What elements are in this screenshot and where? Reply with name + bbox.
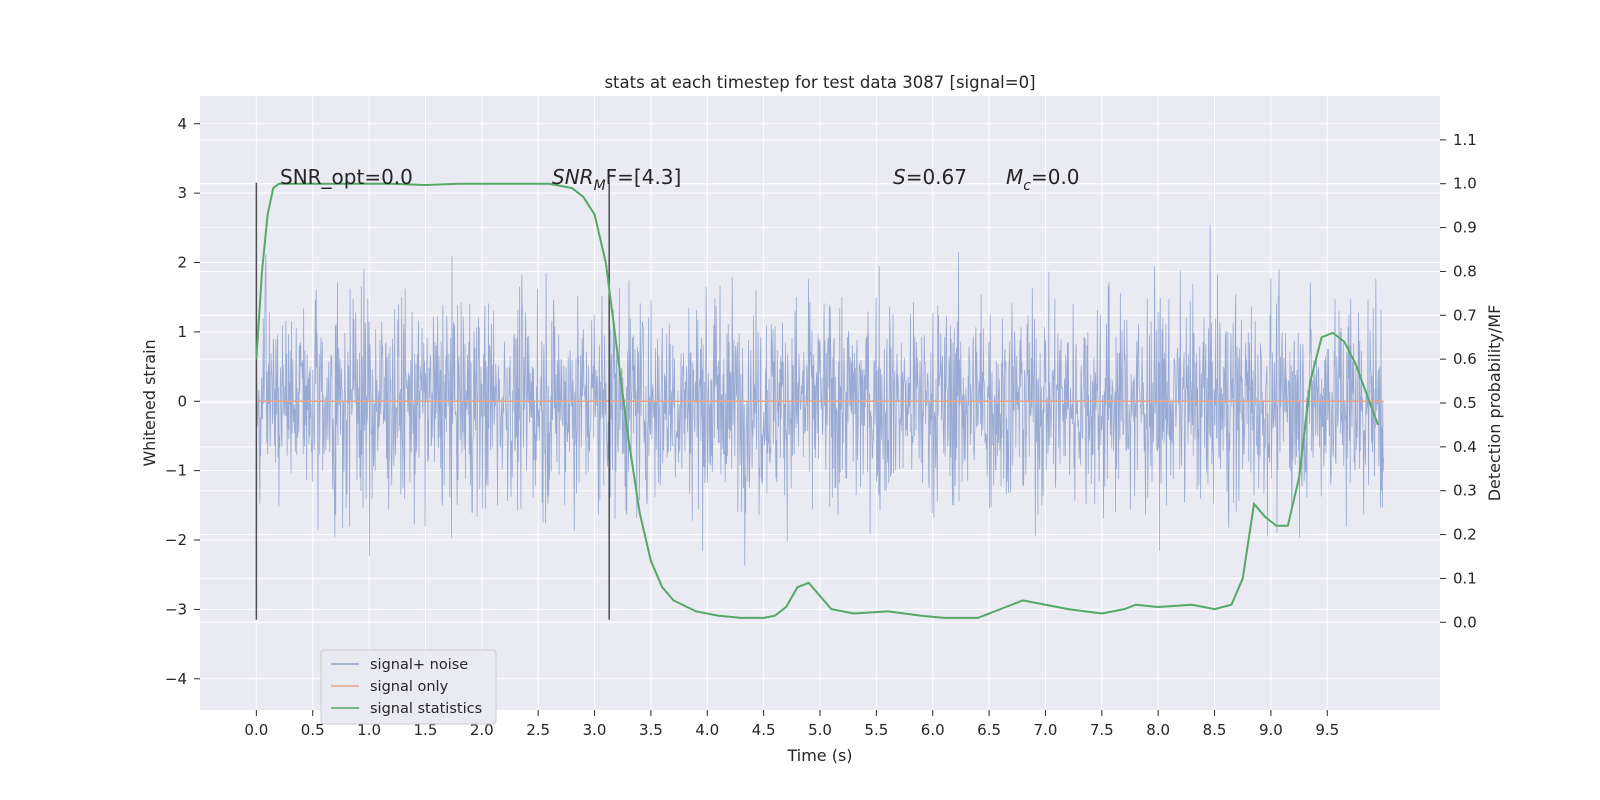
x-axis-label: Time (s): [786, 746, 852, 765]
x-tick-label: 5.5: [864, 721, 888, 739]
annotation-mc: Mc=0.0: [1006, 165, 1080, 194]
y-right-tick-label: 0.2: [1453, 526, 1477, 544]
x-tick-label: 8.0: [1146, 721, 1170, 739]
annotation-mc-subscript: c: [1023, 178, 1031, 194]
y-left-axis-label: Whitened strain: [140, 339, 159, 466]
legend-label-signal-noise: signal+ noise: [370, 657, 468, 673]
annotation-snr-mf-subscript: M: [594, 178, 606, 194]
annotation-s: S=0.67: [893, 165, 967, 189]
x-tick-label: 0.5: [301, 721, 325, 739]
y-left-tick-label: 0: [177, 392, 187, 410]
chart-title: stats at each timestep for test data 308…: [604, 73, 1035, 92]
x-tick-label: 7.0: [1034, 721, 1058, 739]
y-right-tick-label: 0.5: [1453, 394, 1477, 412]
x-tick-label: 2.5: [526, 721, 550, 739]
y-left-tick-label: −4: [165, 670, 187, 688]
y-left-tick-label: 3: [177, 184, 187, 202]
x-tick-label: 5.0: [808, 721, 832, 739]
x-tick-label: 1.5: [414, 721, 438, 739]
y-right-axis-ticks: 1.1 1.0 0.9 0.8 0.7 0.6 0.5 0.4 0.3 0.2 0.1 0.0: [1440, 131, 1477, 631]
signal-noise-series: [255, 224, 1385, 566]
y-right-tick-label: 0.6: [1453, 350, 1477, 368]
y-right-tick-label: 0.9: [1453, 219, 1477, 237]
annotation-s-symbol: S: [893, 165, 906, 189]
signal-statistics-line: [255, 182, 1379, 619]
x-tick-label: 9.5: [1315, 721, 1339, 739]
x-tick-label: 2.0: [470, 721, 494, 739]
x-tick-label: 9.0: [1259, 721, 1283, 739]
annotation-snr-mf-value: F=[4.3]: [606, 165, 682, 189]
y-left-tick-label: −3: [165, 600, 187, 618]
annotation-snr-opt: SNR_opt=0.0: [280, 165, 413, 189]
y-right-tick-label: 1.1: [1453, 131, 1477, 149]
legend-box: [320, 649, 497, 725]
signal-statistics-series: [255, 182, 1379, 619]
y-left-tick-label: 4: [177, 115, 187, 133]
x-tick-label: 6.0: [921, 721, 945, 739]
x-tick-label: 3.5: [639, 721, 663, 739]
y-left-tick-label: 1: [177, 323, 187, 341]
annotation-mc-value: =0.0: [1031, 165, 1080, 189]
y-right-tick-label: 0.0: [1453, 613, 1477, 631]
legend-label-signal-only: signal only: [370, 679, 449, 695]
x-axis-ticks: 0.0 0.5 1.0 1.5 2.0 2.5 3.0 3.5 4.0 4.5 5.0 5.5 6.0 6…: [244, 710, 1339, 739]
annotation-mc-symbol: M: [1006, 165, 1023, 189]
y-right-tick-label: 0.3: [1453, 482, 1477, 500]
y-left-tick-label: 2: [177, 254, 187, 272]
legend: signal+ noise signal only signal statist…: [320, 649, 497, 725]
annotation-snr-mf-symbol: SNR: [552, 165, 594, 189]
y-right-tick-label: 0.8: [1453, 262, 1477, 280]
y-right-tick-label: 1.0: [1453, 175, 1477, 193]
x-tick-label: 6.5: [977, 721, 1001, 739]
x-tick-label: 1.0: [357, 721, 381, 739]
x-tick-label: 7.5: [1090, 721, 1114, 739]
x-tick-label: 4.0: [695, 721, 719, 739]
annotation-s-value: =0.67: [906, 165, 967, 189]
y-right-tick-label: 0.4: [1453, 438, 1477, 456]
y-right-tick-label: 0.7: [1453, 306, 1477, 324]
vertical-markers: [255, 182, 610, 620]
x-tick-label: 0.0: [244, 721, 268, 739]
y-left-axis-ticks: 4 3 2 1 0 −1 −2 −3 −4: [165, 115, 200, 688]
annotations: SNR_opt=0.0 SNRMF=[4.3] S=0.67 Mc=0.0: [280, 165, 1080, 194]
y-right-tick-label: 0.1: [1453, 569, 1477, 587]
signal-noise-line: [255, 224, 1385, 566]
x-tick-label: 8.5: [1203, 721, 1227, 739]
y-left-tick-label: −1: [165, 462, 187, 480]
x-tick-label: 4.5: [752, 721, 776, 739]
legend-label-signal-statistics: signal statistics: [370, 701, 482, 717]
y-right-axis-label: Detection probability/MF: [1485, 305, 1504, 502]
y-left-tick-label: −2: [165, 531, 187, 549]
x-tick-label: 3.0: [583, 721, 607, 739]
annotation-snr-mf: SNRMF=[4.3]: [552, 165, 681, 194]
